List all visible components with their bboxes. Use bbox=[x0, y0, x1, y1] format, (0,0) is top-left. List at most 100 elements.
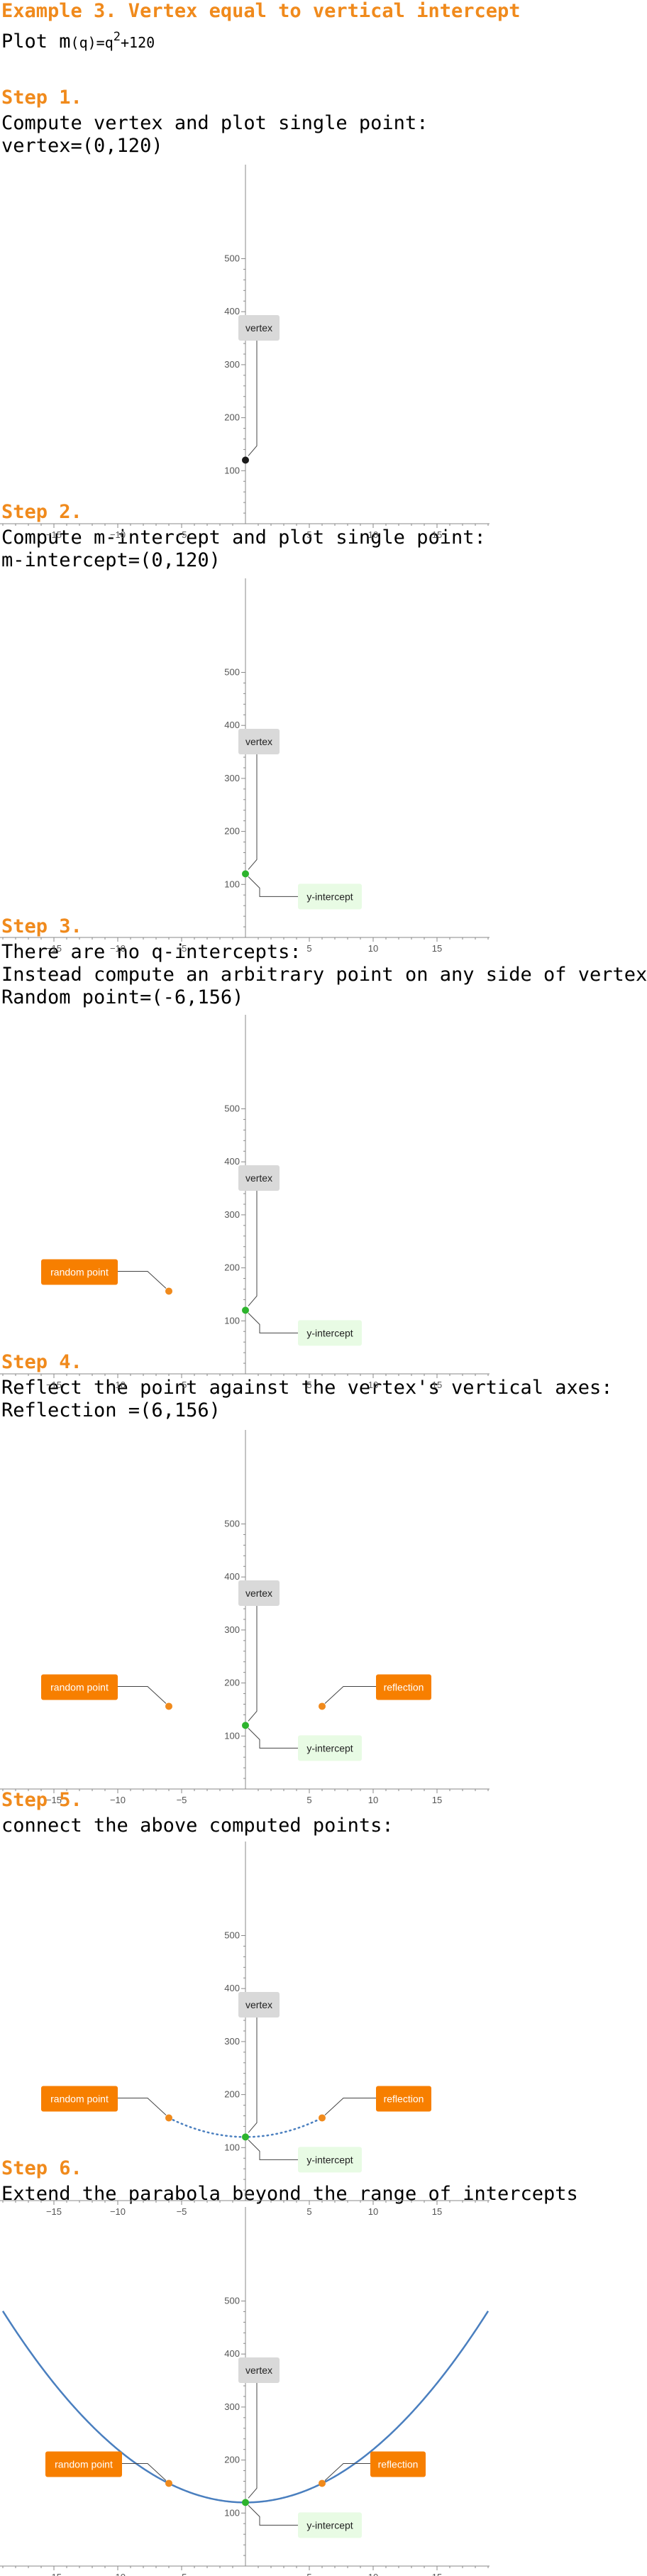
reflection-label-leader bbox=[324, 2097, 376, 2115]
x-tick-label: −15 bbox=[46, 943, 62, 954]
y-tick-label: 300 bbox=[224, 359, 240, 370]
yint-label-box bbox=[298, 1735, 362, 1761]
vertex-label-leader bbox=[248, 2018, 258, 2133]
x-tick-label: 15 bbox=[432, 943, 442, 954]
vertex-point bbox=[242, 2499, 249, 2506]
vertex-label-text: vertex bbox=[245, 1172, 272, 1184]
y-tick-label: 500 bbox=[224, 253, 240, 264]
reflection-label-leader bbox=[324, 2462, 370, 2481]
x-tick-label: −10 bbox=[110, 529, 126, 540]
random-point-label-text: random point bbox=[55, 2458, 113, 2470]
x-tick-label: −5 bbox=[177, 1795, 187, 1805]
y-tick-label: 100 bbox=[224, 879, 240, 889]
reflection-label-box bbox=[376, 2086, 431, 2112]
vertex-point bbox=[242, 1722, 249, 1729]
plot-equation: Plot m(q)=q2+120 bbox=[1, 26, 155, 54]
yint-label-leader bbox=[248, 1313, 298, 1333]
y-tick-label: 500 bbox=[224, 2296, 240, 2306]
y-tick-label: 300 bbox=[224, 773, 240, 783]
equation-argument: (q) bbox=[70, 34, 96, 51]
y-tick-label: 100 bbox=[224, 2507, 240, 2518]
random-point-label-box bbox=[41, 2086, 118, 2112]
vertex-point bbox=[242, 2133, 249, 2141]
random-point-point bbox=[165, 2479, 172, 2487]
step-1-text-line: Compute vertex and plot single point: bbox=[1, 112, 428, 134]
step-2-text-line: Compute m-intercept and plot single poin… bbox=[1, 527, 486, 549]
y-tick-label: 400 bbox=[224, 1983, 240, 1993]
y-tick-label: 100 bbox=[224, 1730, 240, 1741]
y-tick-label: 300 bbox=[224, 2401, 240, 2412]
y-tick-label: 200 bbox=[224, 2455, 240, 2465]
step-5-text-line: connect the above computed points: bbox=[1, 1815, 394, 1837]
x-tick-label: 5 bbox=[306, 2572, 311, 2576]
x-tick-label: 10 bbox=[368, 2206, 378, 2217]
vertex-label-box bbox=[238, 1580, 280, 1606]
step-4-heading: Step 4. bbox=[1, 1351, 82, 1373]
y-tick-label: 300 bbox=[224, 2036, 240, 2047]
random-point-label-leader bbox=[122, 2462, 167, 2481]
reflection-point bbox=[319, 1702, 326, 1710]
reflection-label-leader bbox=[324, 1685, 376, 1704]
x-tick-label: −5 bbox=[177, 1380, 187, 1390]
x-tick-label: −15 bbox=[46, 1380, 62, 1390]
x-tick-label: 5 bbox=[306, 2206, 311, 2217]
y-tick-label: 500 bbox=[224, 1103, 240, 1114]
vertex-label-box bbox=[238, 2357, 280, 2383]
reflection-label-box bbox=[370, 2451, 426, 2477]
yint-label-text: y-intercept bbox=[306, 1742, 353, 1754]
y-tick-label: 500 bbox=[224, 1519, 240, 1529]
vertex-label-leader bbox=[248, 2383, 258, 2499]
x-tick-label: −15 bbox=[46, 529, 62, 540]
x-tick-label: 15 bbox=[432, 2206, 442, 2217]
x-tick-label: 15 bbox=[432, 1795, 442, 1805]
reflection-label-text: reflection bbox=[384, 2093, 424, 2104]
step-4-plot: −15 −10 −5 5 10 15 100 200 300 400 500 vertex y-inte… bbox=[0, 1430, 490, 1805]
y-tick-label: 400 bbox=[224, 720, 240, 730]
yint-label-leader bbox=[248, 2505, 298, 2526]
x-tick-label: −5 bbox=[177, 2206, 187, 2217]
y-tick-label: 500 bbox=[224, 667, 240, 678]
x-tick-label: −10 bbox=[110, 2206, 126, 2217]
random-point-label-leader bbox=[118, 1685, 167, 1704]
x-tick-label: 10 bbox=[368, 2572, 378, 2576]
x-tick-label: −10 bbox=[110, 2572, 126, 2576]
step-3-plot: −15 −10 −5 5 10 15 100 200 300 400 500 vertex y-inte… bbox=[0, 1015, 490, 1390]
y-tick-label: 200 bbox=[224, 1678, 240, 1688]
equation-constant: +120 bbox=[121, 34, 155, 51]
x-tick-label: −15 bbox=[46, 2206, 62, 2217]
x-tick-label: 10 bbox=[368, 529, 378, 540]
step-3-text-line: Random point=(-6,156) bbox=[1, 986, 244, 1008]
yint-label-leader bbox=[248, 1728, 298, 1749]
vertex-label-leader bbox=[248, 1191, 258, 1306]
step-2-text-line: m-intercept=(0,120) bbox=[1, 549, 221, 571]
x-tick-label: 15 bbox=[432, 2572, 442, 2576]
step-4-text-line: Reflect the point against the vertex's v… bbox=[1, 1377, 613, 1399]
y-tick-label: 300 bbox=[224, 1624, 240, 1635]
yint-label-leader bbox=[248, 876, 298, 897]
y-tick-label: 200 bbox=[224, 2089, 240, 2100]
vertex-label-box bbox=[238, 1992, 280, 2018]
yint-label-text: y-intercept bbox=[306, 2154, 353, 2165]
y-tick-label: 100 bbox=[224, 465, 240, 475]
x-tick-label: −10 bbox=[110, 943, 126, 954]
step-3-text-line: There are no q-intercepts: bbox=[1, 941, 302, 963]
equation-equals: =q bbox=[96, 34, 114, 51]
yint-label-box bbox=[298, 2147, 362, 2173]
vertex-label-box bbox=[238, 1165, 280, 1191]
x-tick-label: −5 bbox=[177, 2572, 187, 2576]
x-tick-label: −5 bbox=[177, 529, 187, 540]
x-tick-label: −5 bbox=[177, 943, 187, 954]
x-tick-label: 5 bbox=[306, 1380, 311, 1390]
step-6-heading: Step 6. bbox=[1, 2157, 82, 2179]
random-point-label-text: random point bbox=[50, 2093, 109, 2104]
random-point-label-text: random point bbox=[50, 1266, 109, 1277]
x-tick-label: −15 bbox=[46, 2572, 62, 2576]
vertex-label-text: vertex bbox=[245, 322, 272, 334]
y-tick-label: 500 bbox=[224, 1930, 240, 1941]
vertex-label-box bbox=[238, 315, 280, 341]
reflection-label-text: reflection bbox=[378, 2458, 419, 2470]
x-tick-label: −15 bbox=[46, 1795, 62, 1805]
random-point-label-leader bbox=[118, 2097, 167, 2115]
equation-function: Plot m bbox=[1, 31, 71, 53]
step-2-plot: −15 −10 −5 5 10 15 100 200 300 400 500 vertex y-inte… bbox=[0, 578, 490, 954]
